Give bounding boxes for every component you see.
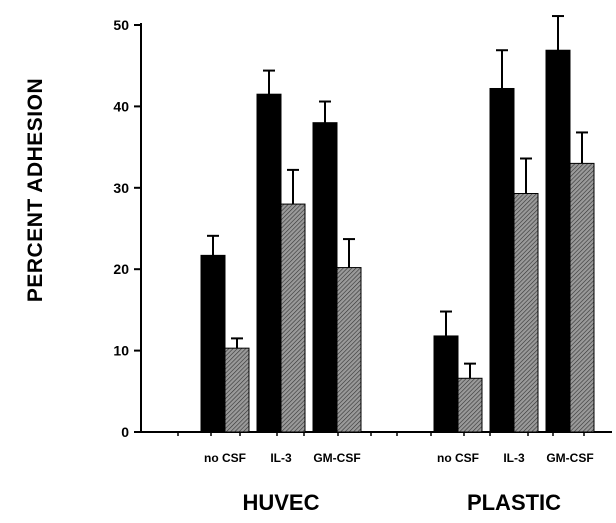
category-label: IL-3 — [270, 451, 292, 465]
bar — [433, 335, 459, 433]
category-label: GM-CSF — [313, 451, 360, 465]
bars — [200, 15, 595, 433]
bar — [256, 93, 282, 433]
bar — [280, 203, 306, 433]
category-label: IL-3 — [503, 451, 525, 465]
y-tick-label: 30 — [113, 180, 129, 196]
y-tick-label: 40 — [113, 98, 129, 114]
category-label: GM-CSF — [546, 451, 593, 465]
y-tick-label: 50 — [113, 17, 129, 33]
group-label: PLASTIC — [467, 490, 561, 515]
bar — [336, 267, 362, 433]
bar — [312, 122, 338, 433]
category-label: no CSF — [437, 451, 479, 465]
bar — [545, 49, 571, 433]
category-label: no CSF — [204, 451, 246, 465]
y-tick-label: 0 — [121, 424, 129, 440]
labels: 0 10 20 30 40 50 no CSF IL-3 GM-CSF HUVEC no CSF IL… — [113, 17, 593, 515]
bar — [489, 87, 515, 433]
y-tick-label: 20 — [113, 261, 129, 277]
bar — [457, 377, 483, 433]
bar — [224, 347, 250, 433]
y-axis-label: PERCENT ADHESION — [24, 78, 47, 302]
group-label: HUVEC — [242, 490, 319, 515]
y-tick-label: 10 — [113, 343, 129, 359]
bar — [200, 254, 226, 433]
bar — [513, 192, 539, 433]
bar — [569, 162, 595, 433]
